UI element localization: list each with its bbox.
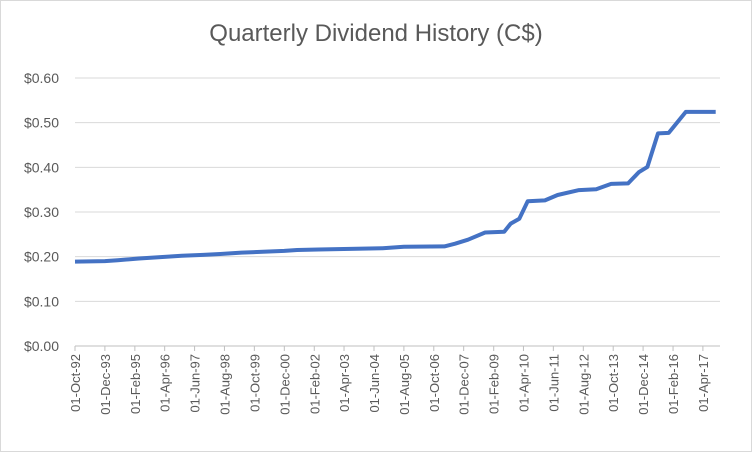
x-tick-label: 01-Jun-11: [546, 354, 561, 412]
x-tick-label: 01-Apr-96: [158, 354, 173, 412]
x-tick-label: 01-Feb-09: [487, 354, 502, 414]
x-tick-label: 01-Oct-99: [247, 354, 262, 412]
x-tick-label: 01-Jun-97: [188, 354, 203, 413]
y-tick-label: $0.10: [24, 293, 59, 309]
y-tick-label: $0.40: [24, 159, 59, 175]
x-tick-label: 01-Dec-14: [636, 354, 651, 415]
x-tick-label: 01-Feb-16: [666, 354, 681, 414]
chart-title: Quarterly Dividend History (C$): [209, 20, 543, 47]
x-axis-ticks: 01-Oct-92 01-Dec-93 01-Feb-95 01-Apr-96 01-J…: [68, 346, 711, 415]
x-tick-label: 01-Feb-95: [128, 354, 143, 414]
x-tick-label: 01-Dec-07: [457, 354, 472, 415]
dividend-series-line: [74, 109, 716, 264]
x-tick-label: 01-Oct-06: [427, 354, 442, 412]
x-tick-label: 01-Dec-00: [277, 354, 292, 415]
x-tick-label: 01-Oct-92: [68, 354, 83, 412]
x-tick-label: 01-Dec-93: [98, 354, 113, 415]
y-tick-label: $0.60: [24, 70, 59, 86]
x-tick-label: 01-Apr-17: [696, 354, 711, 412]
x-tick-label: 01-Aug-05: [397, 354, 412, 415]
x-tick-label: 01-Oct-13: [606, 354, 621, 412]
x-tick-label: 01-Apr-10: [516, 354, 531, 412]
y-tick-label: $0.00: [24, 338, 59, 354]
y-axis-ticks: $0.00 $0.10 $0.20 $0.30 $0.40 $0.50 $0.60: [24, 70, 59, 354]
x-tick-label: 01-Feb-02: [307, 354, 322, 414]
x-tick-label: 01-Aug-12: [576, 354, 591, 415]
x-tick-label: 01-Aug-98: [217, 354, 232, 415]
y-tick-label: $0.30: [24, 204, 59, 220]
gridlines: [75, 77, 720, 347]
x-tick-label: 01-Apr-03: [337, 354, 352, 412]
y-tick-label: $0.50: [24, 115, 59, 131]
x-tick-label: 01-Jun-04: [367, 354, 382, 413]
y-tick-label: $0.20: [24, 249, 59, 265]
